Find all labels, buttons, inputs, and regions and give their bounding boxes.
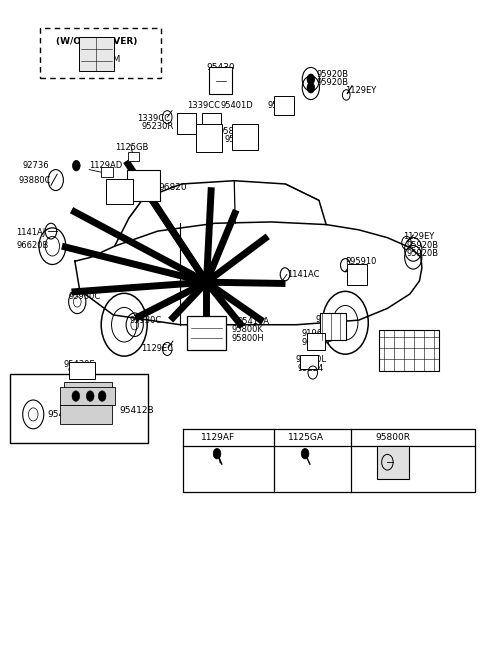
Text: 95920B: 95920B — [317, 70, 348, 79]
Text: 95225F: 95225F — [301, 338, 332, 347]
Text: (W/O RECEIVER): (W/O RECEIVER) — [56, 37, 137, 46]
Text: 95412B: 95412B — [120, 406, 154, 415]
Text: 95930C: 95930C — [69, 292, 101, 301]
Bar — [64, 382, 112, 392]
Bar — [79, 37, 114, 72]
Text: 1129AF: 1129AF — [202, 434, 236, 443]
Text: 1141AC: 1141AC — [287, 270, 319, 279]
Text: 1129EC: 1129EC — [142, 344, 174, 354]
Bar — [187, 316, 226, 350]
Text: 1339CC: 1339CC — [187, 101, 220, 110]
Text: 95413A: 95413A — [48, 410, 83, 419]
Bar — [69, 362, 95, 379]
Bar — [10, 374, 148, 443]
Text: 95920B: 95920B — [407, 249, 439, 258]
Bar — [196, 125, 222, 152]
Text: 95930C: 95930C — [130, 316, 162, 325]
Text: 1125GB: 1125GB — [115, 144, 148, 152]
Text: 95410A: 95410A — [238, 317, 270, 326]
Text: 95224: 95224 — [298, 364, 324, 373]
Circle shape — [307, 83, 315, 93]
Text: 95920B: 95920B — [407, 241, 439, 250]
Text: 93880C: 93880C — [19, 176, 51, 184]
Text: 95401M: 95401M — [84, 55, 121, 64]
Circle shape — [98, 391, 106, 401]
Circle shape — [72, 391, 80, 401]
Bar — [320, 313, 347, 340]
Text: REF.91-911: REF.91-911 — [388, 358, 435, 367]
Text: 1125GA: 1125GA — [288, 434, 324, 443]
Bar — [106, 179, 132, 204]
Text: 95800R: 95800R — [376, 434, 411, 443]
Circle shape — [86, 391, 94, 401]
Bar — [60, 387, 115, 405]
Circle shape — [72, 161, 80, 171]
Text: 1129AD: 1129AD — [89, 161, 122, 170]
Text: 95800H: 95800H — [231, 334, 264, 343]
Circle shape — [307, 74, 315, 85]
Text: 95800K: 95800K — [231, 325, 263, 335]
Text: 95920B: 95920B — [317, 78, 348, 87]
Bar — [60, 405, 112, 424]
Text: 95230L: 95230L — [296, 355, 326, 364]
Text: 95870D: 95870D — [218, 127, 252, 136]
Text: 1141AJ: 1141AJ — [16, 228, 45, 237]
Text: 95550B: 95550B — [316, 315, 348, 324]
Bar — [377, 446, 409, 479]
Bar — [127, 170, 159, 201]
Text: 91961A: 91961A — [301, 329, 334, 338]
Text: 96620B: 96620B — [16, 241, 48, 250]
Bar — [300, 355, 319, 369]
Bar — [129, 152, 139, 161]
Bar — [101, 167, 113, 177]
Text: 1129EY: 1129EY — [403, 232, 434, 241]
Text: P95910: P95910 — [345, 256, 377, 266]
Text: 92736: 92736 — [22, 161, 49, 170]
Text: 95430E: 95430E — [64, 359, 96, 369]
Bar — [307, 333, 324, 350]
Bar — [347, 264, 367, 285]
Text: 95401D: 95401D — [221, 101, 253, 110]
Circle shape — [213, 449, 221, 459]
Text: 95430: 95430 — [206, 63, 235, 72]
Text: 96820: 96820 — [158, 183, 187, 192]
Text: 95830C: 95830C — [224, 135, 257, 144]
Text: 1339CC: 1339CC — [137, 114, 170, 123]
Bar — [177, 113, 196, 134]
Bar — [274, 96, 294, 115]
Bar — [232, 124, 258, 150]
Text: 95280: 95280 — [268, 101, 294, 110]
Text: 95230R: 95230R — [142, 122, 174, 131]
Circle shape — [301, 449, 309, 459]
Bar — [379, 330, 439, 371]
Text: 95760: 95760 — [68, 367, 94, 377]
Text: 1129EY: 1129EY — [345, 86, 376, 95]
Bar — [202, 113, 221, 134]
Bar — [209, 67, 232, 94]
